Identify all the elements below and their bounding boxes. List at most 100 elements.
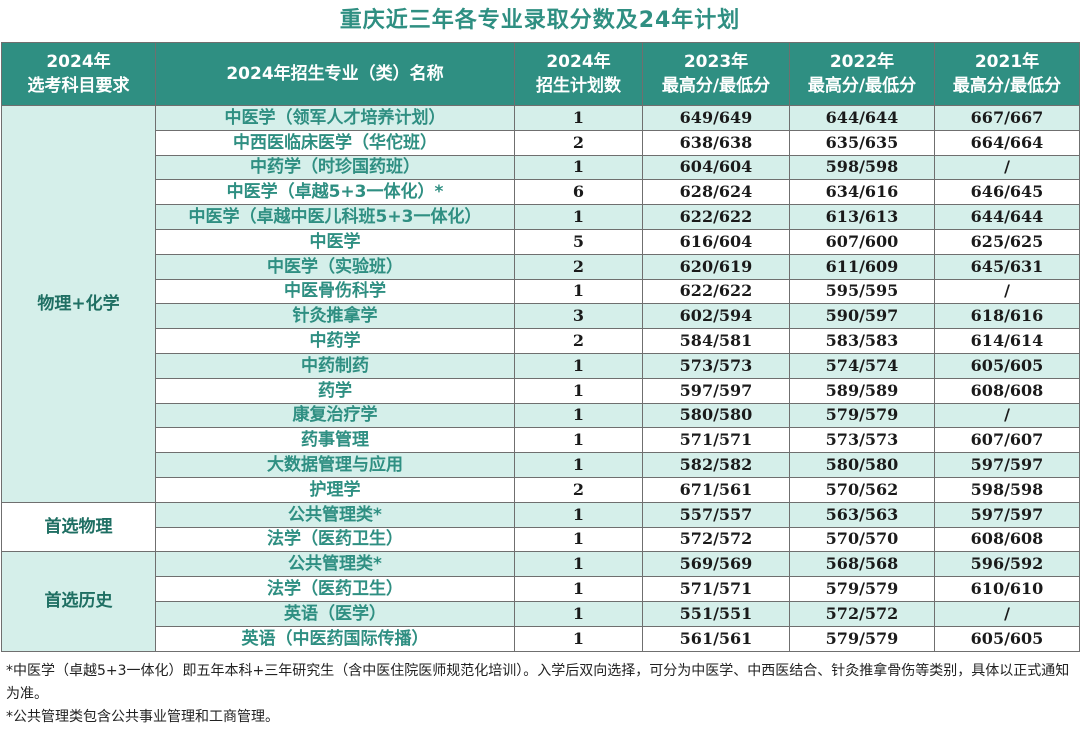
score-2021-cell: / xyxy=(934,278,1080,305)
score-2023-cell: 569/569 xyxy=(642,551,790,578)
score-2021-cell: 646/645 xyxy=(934,179,1080,206)
plan-count-cell: 2 xyxy=(514,253,643,280)
score-2021-cell: 596/592 xyxy=(934,551,1080,578)
major-cell: 公共管理类* xyxy=(155,501,515,528)
score-2021-cell: / xyxy=(934,600,1080,627)
table-row: 药事管理 1 571/571 573/573 607/607 xyxy=(2,427,1080,454)
footnotes: *中医学（卓越5+3一体化）即五年本科+三年研究生（含中医住院医师规范化培训）。… xyxy=(6,660,1074,729)
header-line: 2023年 xyxy=(683,52,749,72)
plan-count-cell: 1 xyxy=(514,278,643,305)
table-row: 中医学（卓越中医儿科班5+3一体化） 1 622/622 613/613 644/644 xyxy=(2,204,1080,230)
table-row: 大数据管理与应用 1 582/582 580/580 597/597 xyxy=(2,452,1080,478)
major-cell: 中医学（卓越中医儿科班5+3一体化） xyxy=(155,204,515,230)
table-row: 法学（医药卫生） 1 571/571 579/579 610/610 xyxy=(2,576,1080,602)
score-2022-cell: 579/579 xyxy=(789,576,935,602)
header-line: 2024年 xyxy=(546,52,611,72)
plan-count-cell: 1 xyxy=(514,526,643,553)
score-2021-cell: 597/597 xyxy=(934,452,1080,478)
table-row: 针灸推拿学 3 602/594 590/597 618/616 xyxy=(2,303,1080,330)
score-2022-cell: 635/635 xyxy=(789,129,935,156)
score-2023-cell: 602/594 xyxy=(642,303,790,330)
score-2021-cell: 644/644 xyxy=(934,204,1080,230)
score-2023-cell: 572/572 xyxy=(642,526,790,553)
table-row: 首选物理 公共管理类* 1 557/557 563/563 597/597 xyxy=(1,501,1080,553)
major-cell: 中医学（实验班） xyxy=(155,253,515,280)
plan-count-cell: 1 xyxy=(514,427,643,454)
major-cell: 中医学（卓越5+3一体化）* xyxy=(155,179,515,206)
header-major: 2024年招生专业（类）名称 xyxy=(155,42,515,106)
score-2023-cell: 571/571 xyxy=(642,576,790,602)
table-row: 中药学（时珍国药班） 1 604/604 598/598/ xyxy=(2,154,1080,181)
table-row: 中医学 5 616/604 607/600 625/625 xyxy=(2,228,1080,255)
major-cell: 针灸推拿学 xyxy=(155,303,515,330)
header-2023: 2023年 最高分/最低分 xyxy=(642,42,790,106)
header-line: 选考科目要求 xyxy=(27,76,130,96)
major-cell: 康复治疗学 xyxy=(155,402,515,429)
score-2023-cell: 649/649 xyxy=(642,105,790,131)
score-2023-cell: 638/638 xyxy=(642,129,790,156)
major-cell: 中医学（领军人才培养计划） xyxy=(155,105,515,131)
score-2022-cell: 583/583 xyxy=(789,328,935,354)
major-cell: 中医学 xyxy=(155,228,515,255)
plan-count-cell: 1 xyxy=(514,452,643,478)
score-2023-cell: 628/624 xyxy=(642,179,790,206)
score-2021-cell: 614/614 xyxy=(934,328,1080,354)
table-row: 中药学 2 584/581 583/583 614/614 xyxy=(2,328,1080,354)
score-2021-cell: 605/605 xyxy=(934,352,1080,379)
score-2023-cell: 671/561 xyxy=(642,476,790,503)
score-2023-cell: 557/557 xyxy=(642,501,790,528)
table-row: 康复治疗学 1 580/580 579/579/ xyxy=(2,402,1080,429)
score-2021-cell: / xyxy=(934,402,1080,429)
plan-count-cell: 1 xyxy=(514,154,643,181)
header-line: 最高分/最低分 xyxy=(661,76,771,96)
admission-table: 2024年 选考科目要求 2024年招生专业（类）名称 2024年 招生计划数 … xyxy=(1,42,1080,652)
major-cell: 中药学 xyxy=(155,328,515,354)
score-2022-cell: 611/609 xyxy=(789,253,935,280)
header-plan: 2024年 招生计划数 xyxy=(514,42,643,106)
score-2022-cell: 580/580 xyxy=(789,452,935,478)
score-2021-cell: 598/598 xyxy=(934,476,1080,503)
table-body: 物理+化学 中医学（领军人才培养计划） 1 649/649 644/644 667/667… xyxy=(1,105,1080,652)
score-2022-cell: 644/644 xyxy=(789,105,935,131)
major-cell: 大数据管理与应用 xyxy=(155,452,515,478)
subject-requirement-cell: 首选物理 xyxy=(1,501,156,553)
score-2022-cell: 570/570 xyxy=(789,526,935,553)
table-row: 中药制药 1 573/573 574/574 605/605 xyxy=(2,352,1080,379)
score-2023-cell: 620/619 xyxy=(642,253,790,280)
major-cell: 英语（中医药国际传播） xyxy=(155,625,515,652)
score-2022-cell: 613/613 xyxy=(789,204,935,230)
score-2022-cell: 563/563 xyxy=(789,501,935,528)
plan-count-cell: 1 xyxy=(514,402,643,429)
header-line: 最高分/最低分 xyxy=(952,76,1062,96)
header-2021: 2021年 最高分/最低分 xyxy=(934,42,1080,106)
score-2021-cell: 664/664 xyxy=(934,129,1080,156)
header-line: 2021年 xyxy=(974,52,1040,72)
table-row: 中医学（实验班） 2 620/619 611/609 645/631 xyxy=(2,253,1080,280)
major-cell: 法学（医药卫生） xyxy=(155,526,515,553)
score-2021-cell: 667/667 xyxy=(934,105,1080,131)
major-cell: 公共管理类* xyxy=(155,551,515,578)
header-line: 招生计划数 xyxy=(536,76,621,96)
plan-count-cell: 1 xyxy=(514,501,643,528)
score-2021-cell: 618/616 xyxy=(934,303,1080,330)
table-row: 药学 1 597/597 589/589 608/608 xyxy=(2,377,1080,404)
score-2022-cell: 572/572 xyxy=(789,600,935,627)
plan-count-cell: 3 xyxy=(514,303,643,330)
header-line: 最高分/最低分 xyxy=(807,76,917,96)
table-row: 护理学 2 671/561 570/562 598/598 xyxy=(2,476,1080,503)
score-2021-cell: 608/608 xyxy=(934,377,1080,404)
table-row: 中西医临床医学（华佗班） 2 638/638 635/635 664/664 xyxy=(2,129,1080,156)
plan-count-cell: 1 xyxy=(514,105,643,131)
score-2021-cell: 610/610 xyxy=(934,576,1080,602)
table-row: 中医骨伤科学 1 622/622 595/595/ xyxy=(2,278,1080,305)
table-row: 英语（医学） 1 551/551 572/572/ xyxy=(2,600,1080,627)
score-2023-cell: 597/597 xyxy=(642,377,790,404)
footnote: *中医学（卓越5+3一体化）即五年本科+三年研究生（含中医住院医师规范化培训）。… xyxy=(6,663,1070,702)
major-cell: 英语（医学） xyxy=(155,600,515,627)
plan-count-cell: 6 xyxy=(514,179,643,206)
score-2023-cell: 571/571 xyxy=(642,427,790,454)
table-row: 中医学（卓越5+3一体化）* 6 628/624 634/616 646/645 xyxy=(2,179,1080,206)
score-2022-cell: 574/574 xyxy=(789,352,935,379)
plan-count-cell: 1 xyxy=(514,377,643,404)
